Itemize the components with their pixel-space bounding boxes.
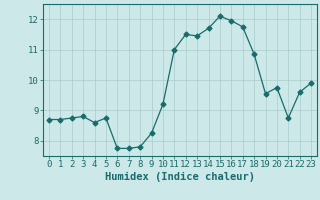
X-axis label: Humidex (Indice chaleur): Humidex (Indice chaleur) [105, 172, 255, 182]
